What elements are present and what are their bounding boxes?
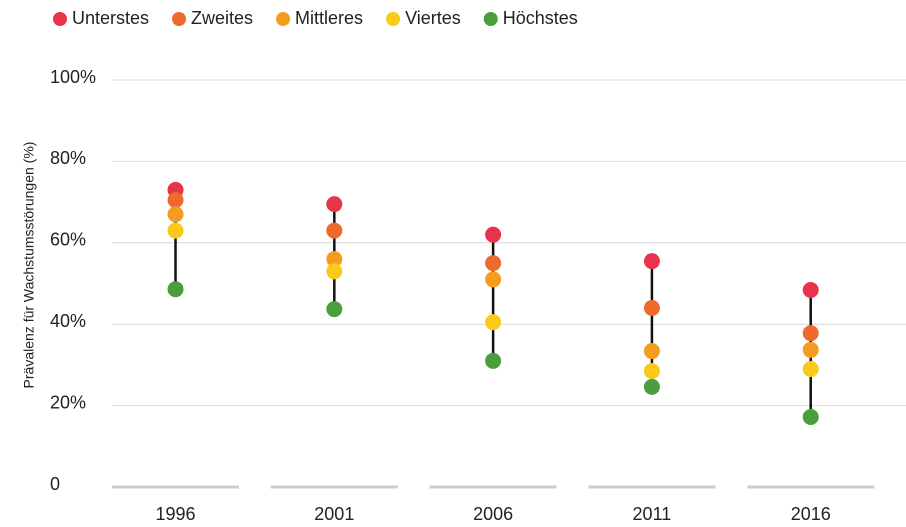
- dot: [802, 325, 819, 342]
- legend-marker: [172, 12, 187, 26]
- dot: [167, 206, 184, 223]
- dot: [802, 341, 819, 358]
- dot: [485, 255, 502, 272]
- legend-label: Mittleres: [295, 8, 363, 28]
- dot: [326, 263, 343, 280]
- dot: [485, 352, 502, 369]
- legend-label: Unterstes: [72, 8, 149, 28]
- x-tick-label: 2011: [633, 504, 672, 524]
- dot: [643, 378, 660, 395]
- legend-marker: [276, 12, 291, 26]
- dot: [802, 360, 819, 377]
- dot: [326, 196, 343, 213]
- dot: [643, 343, 660, 360]
- dot: [485, 314, 502, 331]
- dot: [167, 192, 184, 209]
- x-tick-label: 2001: [314, 504, 354, 524]
- dot: [485, 271, 502, 288]
- dot: [167, 281, 184, 298]
- y-tick-label: 40%: [50, 311, 86, 331]
- dot: [802, 282, 819, 299]
- x-tick-label: 1996: [155, 504, 195, 524]
- y-tick-label: 60%: [50, 230, 86, 250]
- y-tick-label: 100%: [50, 67, 96, 87]
- y-tick-label: 80%: [50, 148, 86, 168]
- legend-marker: [483, 12, 498, 26]
- dot: [643, 363, 660, 380]
- y-tick-label: 20%: [50, 392, 86, 412]
- legend-label: Höchstes: [503, 8, 578, 28]
- legend-label: Zweites: [191, 8, 253, 28]
- y-tick-label: 0: [50, 474, 60, 494]
- legend-marker: [53, 12, 67, 26]
- y-axis-title: Prävalenz für Wachstumsstörungen (%): [21, 142, 37, 389]
- dot: [326, 222, 343, 239]
- dot: [643, 253, 660, 270]
- legend-marker: [386, 12, 401, 26]
- dot: [802, 408, 819, 425]
- legend-label: Viertes: [405, 8, 461, 28]
- dot: [643, 299, 660, 316]
- dot: [326, 251, 343, 268]
- dot: [485, 226, 502, 243]
- dot: [167, 222, 184, 239]
- dot: [326, 301, 343, 318]
- x-tick-label: 2016: [791, 504, 831, 524]
- x-tick-label: 2006: [473, 504, 513, 524]
